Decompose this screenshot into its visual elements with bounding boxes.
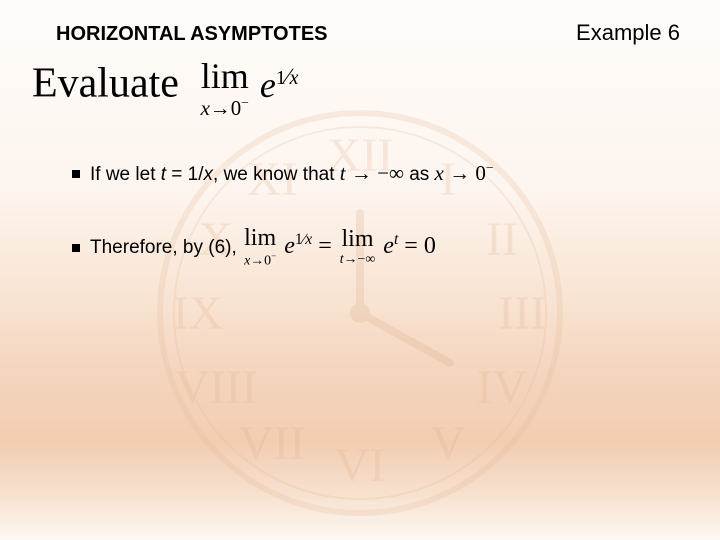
b1-prefix: If we let	[90, 164, 161, 185]
b1-math-x: x	[435, 161, 444, 185]
bullet-marker	[72, 170, 80, 178]
bullet-1: If we let t = 1/x, we know that t → −∞ a…	[72, 160, 690, 186]
main-title: Evaluate lim x→0− e1∕x	[32, 58, 298, 119]
title-math: lim x→0− e1∕x	[199, 65, 299, 105]
b2-eq1: =	[318, 233, 338, 259]
b1-arrow2: → 0	[444, 161, 486, 185]
b1-supminus: −	[486, 160, 494, 175]
svg-text:VI: VI	[335, 439, 386, 492]
bullet-list: If we let t = 1/x, we know that t → −∞ a…	[72, 160, 690, 309]
b1-suffix: , we know that	[213, 164, 340, 185]
b2-lim1-sup: −	[271, 251, 276, 261]
bullet-2-text: Therefore, by (6), lim x→0− e1∕x = lim t…	[90, 226, 436, 269]
svg-text:IV: IV	[477, 361, 528, 414]
svg-text:VIII: VIII	[175, 361, 258, 414]
slide: XII I II III IV V VI VII VIII IX X XI HO…	[0, 0, 720, 540]
header: HORIZONTAL ASYMPTOTES Example 6	[56, 20, 680, 46]
b2-prefix: Therefore, by (6),	[90, 237, 242, 258]
svg-text:V: V	[431, 417, 466, 470]
b1-arrow1: → −∞	[346, 161, 410, 185]
b2-lim2-rest: →−∞	[344, 252, 376, 267]
b2-exp2: t	[394, 231, 398, 248]
b2-lim1: lim	[244, 226, 276, 250]
b2-e1: e	[284, 233, 295, 259]
b2-eqzero: = 0	[404, 233, 436, 259]
b2-e2: e	[383, 233, 394, 259]
b1-x: x	[204, 164, 214, 185]
b1-eq: = 1/	[166, 164, 204, 185]
svg-text:VII: VII	[239, 417, 306, 470]
section-title: HORIZONTAL ASYMPTOTES	[56, 23, 328, 46]
b2-exp-den: x	[305, 231, 312, 248]
b2-math: lim x→0− e1∕x = lim t→−∞ et = 0	[242, 233, 436, 259]
bullet-1-text: If we let t = 1/x, we know that t → −∞ a…	[90, 160, 494, 186]
title-word: Evaluate	[32, 61, 179, 107]
b2-lim1-rest: →0	[250, 254, 271, 269]
b1-as: as	[409, 164, 434, 185]
b2-lim2: lim	[342, 227, 374, 251]
bullet-2: Therefore, by (6), lim x→0− e1∕x = lim t…	[72, 226, 690, 269]
example-label: Example 6	[576, 20, 680, 46]
bullet-marker	[72, 244, 80, 252]
b2-exp-num: 1	[295, 231, 303, 248]
